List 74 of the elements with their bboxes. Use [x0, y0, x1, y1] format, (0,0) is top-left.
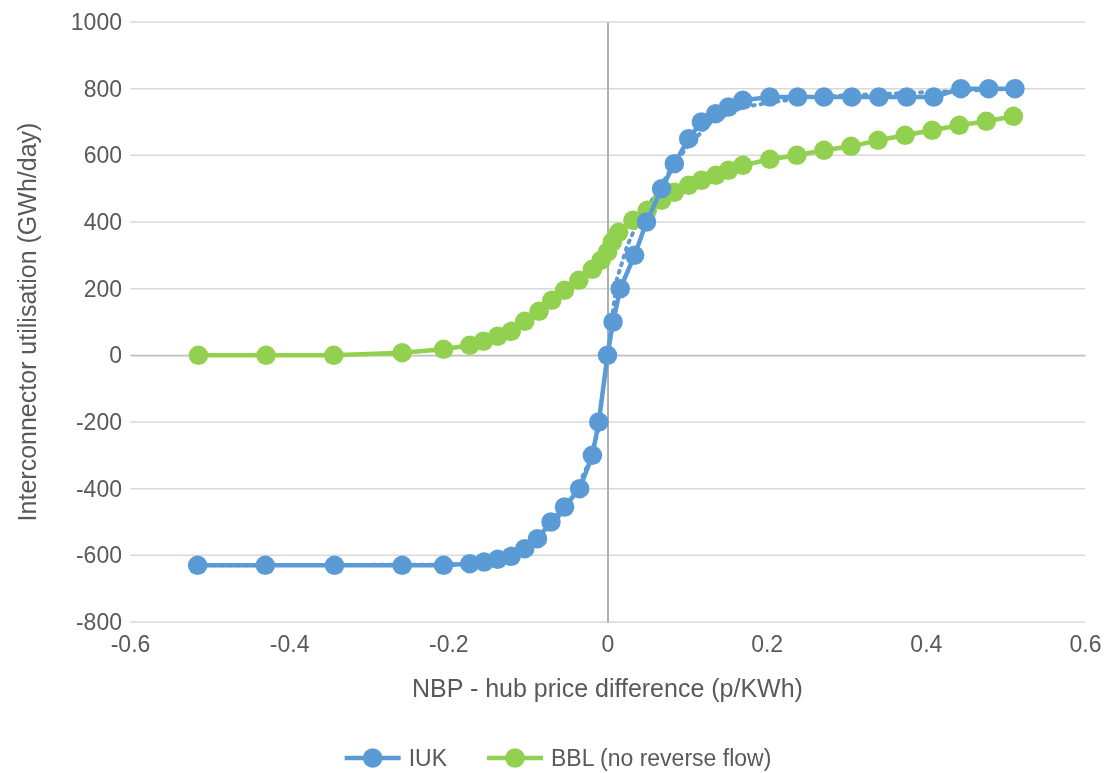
point [569, 270, 589, 291]
point [255, 555, 276, 576]
point [841, 136, 861, 157]
point [651, 178, 672, 199]
point [610, 278, 631, 299]
point [392, 342, 412, 363]
y-tick-label: -200 [75, 408, 122, 435]
point [949, 115, 970, 136]
x-tick-label: 0 [601, 631, 615, 658]
point [636, 212, 657, 232]
point [433, 339, 454, 360]
y-tick-label: -600 [75, 542, 122, 569]
point [514, 538, 535, 559]
y-tick-label: 200 [83, 275, 122, 302]
point [569, 478, 590, 499]
point [1005, 78, 1025, 99]
point [976, 111, 997, 132]
point [392, 555, 412, 576]
x-tick-label: -0.4 [269, 631, 310, 658]
point [527, 528, 548, 549]
point [608, 222, 629, 243]
point [501, 321, 521, 342]
point [433, 555, 454, 576]
point [188, 345, 209, 366]
y-tick-label: 400 [83, 208, 122, 235]
x-tick-label: 0.4 [910, 631, 943, 658]
point [529, 301, 549, 322]
point [787, 145, 807, 166]
point [256, 345, 276, 366]
point [624, 245, 645, 266]
point [541, 512, 561, 532]
x-axis-title: NBP - hub price difference (p/KWh) [412, 674, 803, 702]
point [323, 345, 344, 366]
x-tick-label: 0.6 [1069, 631, 1102, 658]
point [814, 140, 834, 161]
point [582, 445, 603, 466]
point [733, 155, 753, 176]
y-tick-label: 600 [83, 142, 122, 169]
point [1003, 106, 1024, 127]
point [691, 112, 712, 132]
point [733, 90, 753, 111]
point [324, 555, 345, 576]
x-tick-label: -0.2 [429, 631, 469, 658]
y-tick-label: 1000 [70, 8, 122, 35]
point [597, 345, 618, 366]
point [603, 312, 623, 332]
point [814, 87, 834, 107]
point [869, 87, 889, 107]
point [896, 87, 917, 107]
point [542, 290, 562, 311]
y-tick-label: 0 [109, 342, 122, 369]
point [588, 412, 609, 432]
point [842, 87, 862, 107]
point [514, 311, 535, 332]
point [187, 555, 208, 576]
point [978, 78, 999, 99]
y-tick-label: -400 [75, 475, 122, 502]
point [760, 87, 780, 107]
point [664, 153, 685, 174]
point [554, 280, 575, 301]
y-axis-title: Interconnector utilisation (GWh/day) [13, 122, 41, 522]
x-tick-label: 0.2 [751, 631, 784, 658]
point [760, 149, 780, 170]
legend-label: IUK [408, 745, 448, 771]
point [678, 128, 699, 149]
point [895, 125, 915, 146]
y-tick-label: 800 [83, 75, 122, 102]
legend-label: BBL (no reverse flow) [551, 745, 772, 771]
point [868, 130, 888, 151]
point [554, 497, 575, 517]
point [787, 87, 808, 107]
point [924, 87, 944, 107]
point [922, 120, 942, 141]
point [951, 78, 971, 99]
